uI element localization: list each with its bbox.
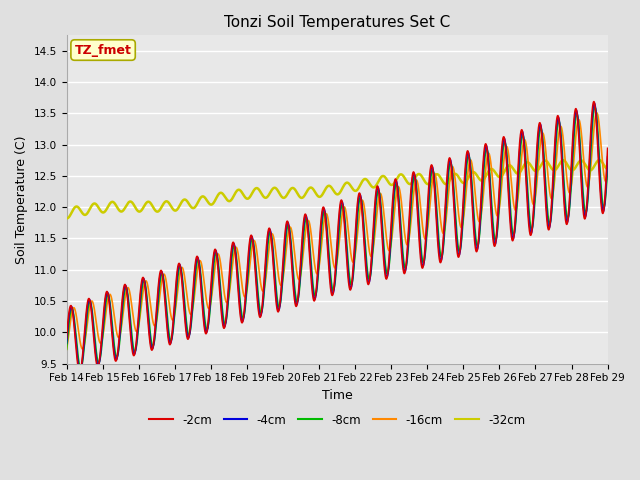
-2cm bbox=[125, 305, 132, 311]
Line: -4cm: -4cm bbox=[67, 103, 607, 371]
Y-axis label: Soil Temperature (C): Soil Temperature (C) bbox=[15, 135, 28, 264]
-4cm bbox=[591, 100, 598, 106]
-32cm bbox=[63, 216, 71, 221]
-4cm bbox=[63, 340, 70, 346]
-16cm bbox=[270, 237, 278, 242]
-4cm bbox=[125, 300, 132, 306]
-4cm bbox=[604, 154, 611, 160]
-8cm bbox=[157, 276, 164, 281]
-4cm bbox=[294, 299, 301, 305]
-4cm bbox=[157, 270, 164, 276]
-16cm bbox=[593, 110, 601, 116]
-32cm bbox=[604, 167, 611, 172]
-16cm bbox=[63, 347, 70, 352]
-16cm bbox=[124, 285, 132, 290]
-2cm bbox=[294, 298, 301, 303]
-8cm bbox=[591, 104, 598, 110]
-8cm bbox=[535, 135, 543, 141]
-2cm bbox=[63, 336, 70, 341]
-8cm bbox=[125, 296, 132, 302]
-2cm bbox=[76, 369, 84, 375]
-4cm bbox=[535, 127, 543, 132]
-32cm bbox=[535, 166, 543, 172]
Legend: -2cm, -4cm, -8cm, -16cm, -32cm: -2cm, -4cm, -8cm, -16cm, -32cm bbox=[145, 409, 530, 431]
-32cm bbox=[157, 206, 164, 212]
-32cm bbox=[270, 185, 278, 191]
Text: TZ_fmet: TZ_fmet bbox=[75, 44, 131, 57]
-8cm bbox=[593, 122, 601, 128]
-2cm bbox=[593, 135, 601, 141]
-32cm bbox=[294, 191, 301, 197]
-32cm bbox=[125, 200, 132, 205]
-2cm bbox=[590, 99, 598, 105]
-32cm bbox=[593, 158, 601, 164]
Line: -32cm: -32cm bbox=[67, 160, 607, 218]
-2cm bbox=[535, 122, 543, 128]
-32cm bbox=[595, 157, 603, 163]
-2cm bbox=[157, 268, 164, 274]
-32cm bbox=[63, 216, 70, 221]
-8cm bbox=[77, 365, 84, 371]
-4cm bbox=[270, 268, 278, 274]
-8cm bbox=[294, 298, 301, 304]
X-axis label: Time: Time bbox=[322, 389, 353, 402]
Line: -8cm: -8cm bbox=[67, 107, 607, 368]
-16cm bbox=[294, 273, 301, 279]
-4cm bbox=[76, 368, 84, 374]
Line: -2cm: -2cm bbox=[67, 102, 607, 372]
Title: Tonzi Soil Temperatures Set C: Tonzi Soil Temperatures Set C bbox=[224, 15, 450, 30]
-2cm bbox=[270, 275, 278, 281]
-16cm bbox=[604, 170, 611, 176]
-16cm bbox=[157, 288, 164, 294]
-8cm bbox=[63, 347, 70, 352]
-4cm bbox=[593, 129, 601, 134]
-8cm bbox=[604, 164, 611, 170]
-16cm bbox=[593, 110, 600, 116]
-8cm bbox=[270, 261, 278, 266]
-16cm bbox=[535, 158, 543, 164]
-2cm bbox=[604, 145, 611, 151]
Line: -16cm: -16cm bbox=[67, 113, 607, 349]
